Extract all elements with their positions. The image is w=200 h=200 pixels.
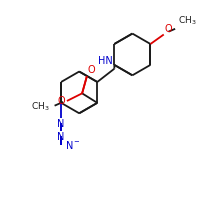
Text: N: N bbox=[57, 119, 65, 129]
Text: CH$_3$: CH$_3$ bbox=[178, 14, 197, 27]
Text: N: N bbox=[57, 132, 65, 142]
Text: O: O bbox=[88, 65, 95, 75]
Text: CH$_3$: CH$_3$ bbox=[31, 100, 50, 113]
Text: HN: HN bbox=[98, 56, 112, 66]
Text: N$^-$: N$^-$ bbox=[65, 139, 81, 151]
Text: O: O bbox=[57, 96, 65, 106]
Text: O: O bbox=[165, 24, 172, 34]
